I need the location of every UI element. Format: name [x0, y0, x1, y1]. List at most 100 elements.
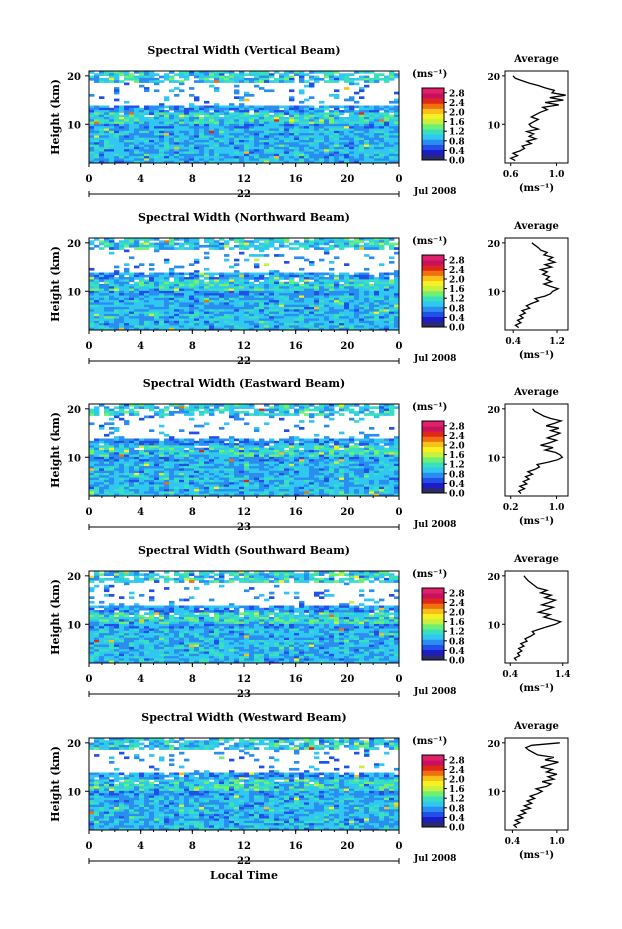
- chart-panel-3: Spectral Width (Southward Beam) 20 10 Heigh…: [49, 544, 571, 700]
- heatmap-cells: [89, 238, 400, 331]
- colorbar-tick-label: 0.4: [449, 314, 465, 324]
- chart-panel-4: Spectral Width (Westward Beam) 20 10 Height…: [49, 711, 569, 867]
- colorbar-tick-label: 0.8: [449, 470, 465, 480]
- date-label: 22: [237, 356, 251, 367]
- chart-panel-0: Spectral Width (Vertical Beam) 20 10 Height…: [49, 44, 569, 200]
- colorbar-segment: [422, 629, 444, 635]
- colorbar-segment: [422, 291, 444, 297]
- colorbar-segment: [422, 260, 444, 266]
- colorbar-segment: [422, 613, 444, 620]
- average-unit: (ms⁻¹): [519, 516, 554, 527]
- colorbar-segment: [422, 457, 444, 463]
- colorbar-segment: [422, 654, 444, 661]
- colorbar-segment: [422, 103, 444, 109]
- x-tick-label: 20: [340, 341, 354, 352]
- x-tick-label: 20: [340, 674, 354, 685]
- colorbar-tick-label: 0.4: [449, 647, 465, 657]
- heatmap-cells: [89, 571, 400, 664]
- colorbar-segment: [422, 765, 444, 771]
- average-x-tick-label: 1.0: [549, 837, 565, 847]
- average-x-tick-label: 1.0: [549, 170, 565, 180]
- colorbar-segment: [422, 462, 444, 468]
- colorbar-tick-label: 1.6: [449, 618, 465, 628]
- colorbar-frame: [421, 254, 445, 328]
- colorbar-segment: [422, 88, 444, 94]
- colorbar-tick-label: 2.0: [449, 109, 465, 119]
- average-y-tick-label: 10: [487, 788, 500, 798]
- x-tick-label: 8: [189, 841, 196, 852]
- y-axis-label: Height (km): [49, 79, 62, 155]
- average-profile-line: [513, 575, 563, 662]
- y-axis-label: Height (km): [49, 246, 62, 322]
- colorbar-segment: [422, 796, 444, 802]
- colorbar-tick-label: 2.0: [449, 776, 465, 786]
- x-tick-label: 20: [340, 841, 354, 852]
- colorbar-segment: [422, 108, 444, 115]
- colorbar-segment: [422, 821, 444, 828]
- colorbar-segment: [422, 482, 444, 489]
- colorbar-segment: [422, 93, 444, 99]
- colorbar-tick-label: 0.0: [449, 490, 465, 500]
- colorbar-segment: [422, 487, 444, 494]
- colorbar-segment: [422, 129, 444, 135]
- x-tick-label: 0: [86, 174, 93, 185]
- colorbar-segment: [422, 608, 444, 615]
- date-label: 22: [237, 856, 251, 867]
- colorbar-segment: [422, 431, 444, 437]
- average-y-tick-label: 20: [487, 573, 500, 583]
- colorbar-segment: [422, 275, 444, 282]
- month-year-label: Jul 2008: [413, 520, 456, 530]
- colorbar-tick-label: 2.4: [449, 599, 465, 609]
- colorbar-frame: [421, 87, 445, 161]
- colorbar-frame: [421, 420, 445, 494]
- colorbar-unit: (ms⁻¹): [412, 402, 447, 413]
- colorbar-tick-label: 2.4: [449, 766, 465, 776]
- colorbar-segment: [422, 801, 444, 807]
- panel-title: Spectral Width (Northward Beam): [138, 211, 350, 224]
- colorbar-frame: [421, 587, 445, 661]
- x-tick-label: 0: [396, 507, 403, 518]
- x-tick-label: 12: [237, 674, 251, 685]
- x-tick-label: 0: [396, 341, 403, 352]
- colorbar-tick-label: 2.8: [449, 256, 465, 266]
- x-tick-label: 16: [289, 674, 303, 685]
- colorbar-tick-label: 2.4: [449, 99, 465, 109]
- panel-title: Spectral Width (Eastward Beam): [143, 377, 345, 390]
- x-tick-label: 0: [396, 174, 403, 185]
- month-year-label: Jul 2008: [413, 187, 456, 197]
- y-tick-label: 20: [67, 739, 81, 750]
- average-y-tick-label: 20: [487, 740, 500, 750]
- colorbar-segment: [422, 598, 444, 604]
- colorbar-segment: [422, 472, 444, 478]
- average-x-tick-label: 1.2: [549, 337, 565, 347]
- average-x-tick-label: 1.0: [549, 503, 565, 513]
- chart-panel-1: Spectral Width (Northward Beam) 20 10 Heigh…: [49, 211, 569, 367]
- colorbar-segment: [422, 306, 444, 312]
- colorbar-segment: [422, 624, 444, 630]
- average-y-tick-label: 10: [487, 621, 500, 631]
- panel-title: Spectral Width (Vertical Beam): [147, 44, 340, 57]
- y-tick-label: 10: [67, 787, 81, 798]
- average-y-tick-label: 20: [487, 73, 500, 83]
- date-label: 23: [237, 689, 251, 700]
- colorbar-segment: [422, 436, 444, 442]
- average-title: Average: [513, 721, 559, 732]
- colorbar-unit: (ms⁻¹): [412, 69, 447, 80]
- average-profile-line: [514, 242, 560, 329]
- colorbar-segment: [422, 144, 444, 151]
- y-tick-label: 20: [67, 572, 81, 583]
- colorbar-segment: [422, 770, 444, 776]
- average-x-tick-label: 0.4: [505, 337, 521, 347]
- average-x-tick-label: 0.2: [503, 503, 519, 513]
- average-frame: [504, 737, 569, 831]
- x-tick-label: 12: [237, 341, 251, 352]
- average-title: Average: [513, 54, 559, 65]
- colorbar-tick-label: 2.4: [449, 266, 465, 276]
- average-title: Average: [513, 554, 559, 565]
- colorbar-tick-label: 1.2: [449, 461, 465, 471]
- colorbar-segment: [422, 255, 444, 261]
- colorbar-segment: [422, 124, 444, 130]
- x-tick-label: 0: [396, 674, 403, 685]
- x-tick-label: 4: [137, 507, 144, 518]
